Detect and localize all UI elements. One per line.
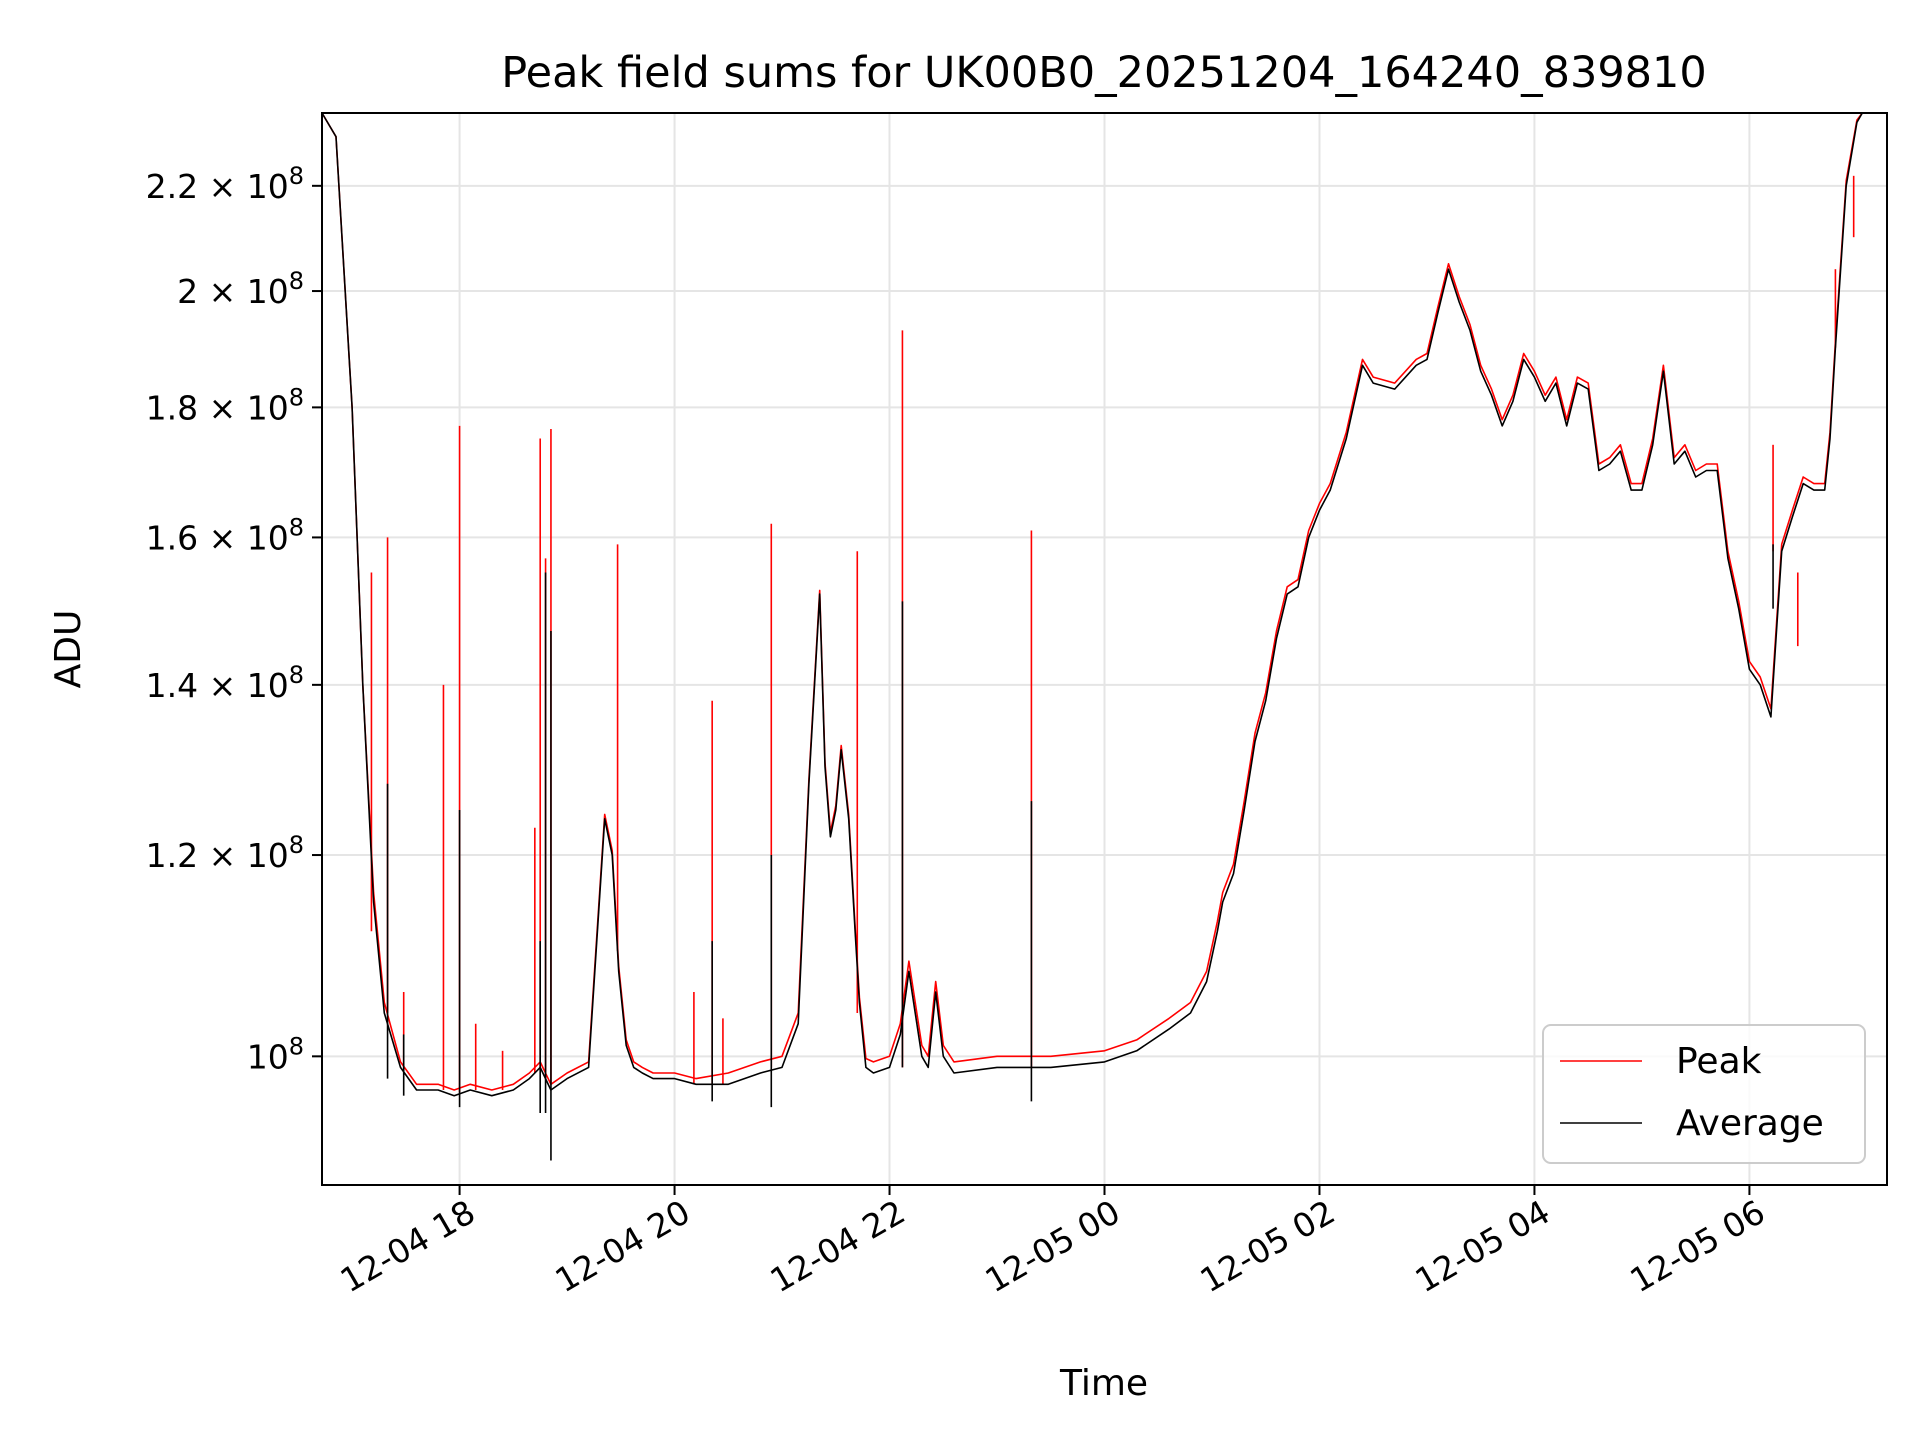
legend-box xyxy=(1542,1024,1866,1164)
y-tick-label: 1.4 × 108 xyxy=(146,661,304,705)
legend-peak-label: Peak xyxy=(1676,1041,1762,1082)
y-tick-label: 108 xyxy=(247,1032,304,1076)
y-tick-label: 2.2 × 108 xyxy=(146,162,304,206)
legend-average-label: Average xyxy=(1676,1103,1824,1144)
legend: Peak Average xyxy=(1542,1024,1866,1164)
y-axis-label: ADU xyxy=(48,610,89,689)
y-tick-label: 2 × 108 xyxy=(177,267,304,311)
grid xyxy=(322,113,1887,1185)
chart-title: Peak field sums for UK00B0_20251204_1642… xyxy=(501,48,1707,98)
y-tick-label: 1.8 × 108 xyxy=(146,383,304,427)
average-series-line xyxy=(321,112,1887,1097)
y-tick-label: 1.2 × 108 xyxy=(146,831,304,875)
y-tick-label: 1.6 × 108 xyxy=(146,513,304,557)
x-axis-label: Time xyxy=(1059,1363,1148,1404)
series-layer xyxy=(321,112,1887,1161)
